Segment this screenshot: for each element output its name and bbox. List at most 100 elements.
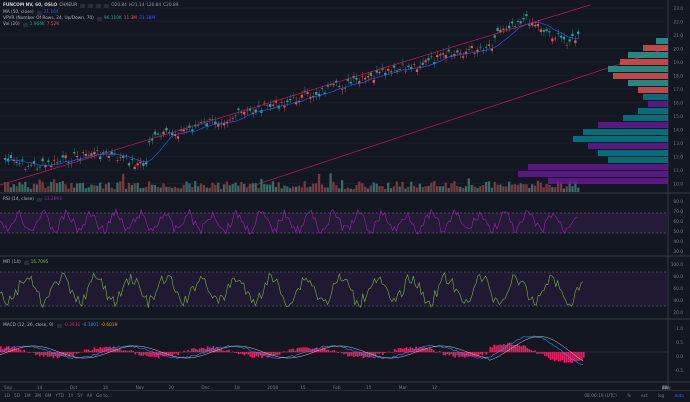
price-candle bbox=[430, 56, 433, 57]
price-candle bbox=[401, 63, 404, 65]
volume-bar bbox=[450, 183, 453, 192]
macd-histogram-bar bbox=[522, 345, 525, 353]
volume-bar bbox=[453, 181, 456, 192]
volume-bar bbox=[222, 184, 226, 192]
mfi-tick-label: 100.0 bbox=[671, 262, 684, 268]
price-candle bbox=[29, 164, 33, 166]
macd-histogram-bar bbox=[481, 352, 484, 356]
macd-histogram-bar bbox=[7, 346, 10, 353]
log-toggle[interactable]: log bbox=[657, 394, 665, 399]
macd-histogram-bar bbox=[501, 344, 503, 353]
price-candle bbox=[387, 68, 390, 71]
price-candle bbox=[323, 92, 326, 95]
price-candle bbox=[453, 53, 456, 57]
macd-histogram-bar bbox=[567, 352, 570, 363]
price-candle bbox=[116, 160, 119, 161]
vpvr-value-3: 31.38M bbox=[139, 16, 156, 21]
volume-bar bbox=[27, 187, 30, 192]
price-candle bbox=[6, 158, 10, 162]
macd-histogram-bar bbox=[171, 352, 174, 357]
price-tick-label: 22.0 bbox=[673, 20, 683, 26]
volume-bar bbox=[231, 184, 234, 192]
price-candle bbox=[81, 152, 85, 153]
volume-bar bbox=[93, 185, 96, 192]
price-candle bbox=[565, 44, 568, 46]
tf-6m[interactable]: 6M bbox=[45, 394, 52, 399]
price-candle bbox=[44, 165, 47, 168]
tf-all[interactable]: All bbox=[86, 394, 93, 399]
macd-histogram-bar bbox=[534, 350, 536, 353]
rsi-legend[interactable]: RSI (14, close) 33.2893 bbox=[3, 197, 62, 202]
tf-ytd[interactable]: YTD bbox=[55, 394, 65, 399]
macd-settings-icon[interactable] bbox=[56, 323, 62, 328]
price-candle bbox=[329, 84, 332, 86]
macd-histogram-bar bbox=[175, 352, 178, 354]
price-candle bbox=[528, 24, 531, 26]
time-tick-label: 14 bbox=[37, 385, 43, 391]
tf-1d[interactable]: 1D bbox=[4, 394, 11, 399]
macd-histogram-bar bbox=[132, 351, 135, 353]
macd-histogram-bar bbox=[269, 352, 271, 357]
volume-bar bbox=[352, 188, 355, 192]
price-candle bbox=[64, 155, 67, 159]
macd-histogram-bar bbox=[565, 352, 568, 363]
ma-settings-icon[interactable] bbox=[36, 10, 42, 15]
percent-toggle[interactable]: % bbox=[626, 394, 631, 399]
mfi-legend[interactable]: MFI (14) 16.7095 bbox=[3, 260, 48, 265]
vpvr-legend[interactable]: VPVR (Number Of Rows, 24, Up/Down, 70) 9… bbox=[3, 16, 155, 21]
macd-histogram-bar bbox=[142, 352, 144, 356]
macd-legend[interactable]: MACD (12, 26, close, 9) -0.3936 -0.1801 … bbox=[3, 323, 117, 328]
legend-more-icon[interactable] bbox=[104, 3, 110, 8]
rsi-settings-icon[interactable] bbox=[36, 197, 42, 202]
price-candle bbox=[268, 104, 272, 107]
goto-date-button[interactable]: Go to... bbox=[96, 394, 112, 399]
mfi-settings-icon[interactable] bbox=[23, 260, 29, 265]
tf-1y[interactable]: 1Y bbox=[68, 394, 74, 399]
macd-histogram-bar bbox=[93, 347, 96, 353]
price-candle bbox=[412, 64, 416, 65]
volume-bar bbox=[133, 183, 136, 192]
volume-bar bbox=[577, 187, 580, 192]
vol-legend[interactable]: Vol (20) 1.964K 7.52K bbox=[3, 22, 59, 27]
macd-histogram-bar bbox=[9, 348, 12, 353]
macd-histogram-bar bbox=[46, 352, 49, 357]
price-candle bbox=[185, 128, 188, 130]
legend-compare-icon[interactable] bbox=[88, 3, 94, 8]
volume-profile-bar bbox=[598, 150, 668, 156]
ext-toggle[interactable]: ext bbox=[640, 394, 648, 399]
tf-3m[interactable]: 3M bbox=[34, 394, 41, 399]
symbol-name[interactable]: FUNCOM NV, 60, OSLO bbox=[3, 3, 58, 8]
price-candle bbox=[464, 51, 468, 54]
volume-bar bbox=[309, 186, 312, 192]
macd-histogram-bar bbox=[356, 352, 359, 357]
volume-bar bbox=[456, 186, 459, 192]
volume-bar bbox=[404, 188, 407, 192]
price-candle bbox=[395, 70, 398, 72]
macd-histogram-bar bbox=[432, 350, 435, 353]
volume-bar bbox=[84, 188, 87, 192]
volume-bar bbox=[32, 183, 36, 192]
signal-line bbox=[0, 336, 584, 362]
volume-bar bbox=[568, 181, 571, 192]
vpvr-settings-icon[interactable] bbox=[96, 16, 102, 21]
auto-toggle[interactable]: auto bbox=[674, 394, 684, 399]
price-candle bbox=[450, 55, 453, 57]
volume-bar bbox=[479, 186, 482, 192]
volume-bar bbox=[237, 185, 240, 192]
tf-5y[interactable]: 5Y bbox=[77, 394, 83, 399]
macd-histogram-bar bbox=[95, 349, 98, 353]
macd-histogram-bar bbox=[150, 352, 152, 357]
legend-hide-icon[interactable] bbox=[96, 3, 102, 8]
tf-5d[interactable]: 5D bbox=[14, 394, 21, 399]
volume-bar bbox=[199, 183, 203, 192]
ma-legend[interactable]: MA (50, close) 21.164 bbox=[3, 10, 59, 15]
tf-1m[interactable]: 1M bbox=[24, 394, 31, 399]
price-candle bbox=[306, 92, 309, 95]
macd-histogram-bar bbox=[280, 352, 283, 353]
macd-histogram-bar bbox=[456, 352, 458, 356]
macd-histogram-bar bbox=[390, 352, 392, 353]
legend-settings-icon[interactable] bbox=[80, 3, 86, 8]
macd-histogram-bar bbox=[561, 352, 564, 361]
vol-settings-icon[interactable] bbox=[22, 22, 28, 27]
